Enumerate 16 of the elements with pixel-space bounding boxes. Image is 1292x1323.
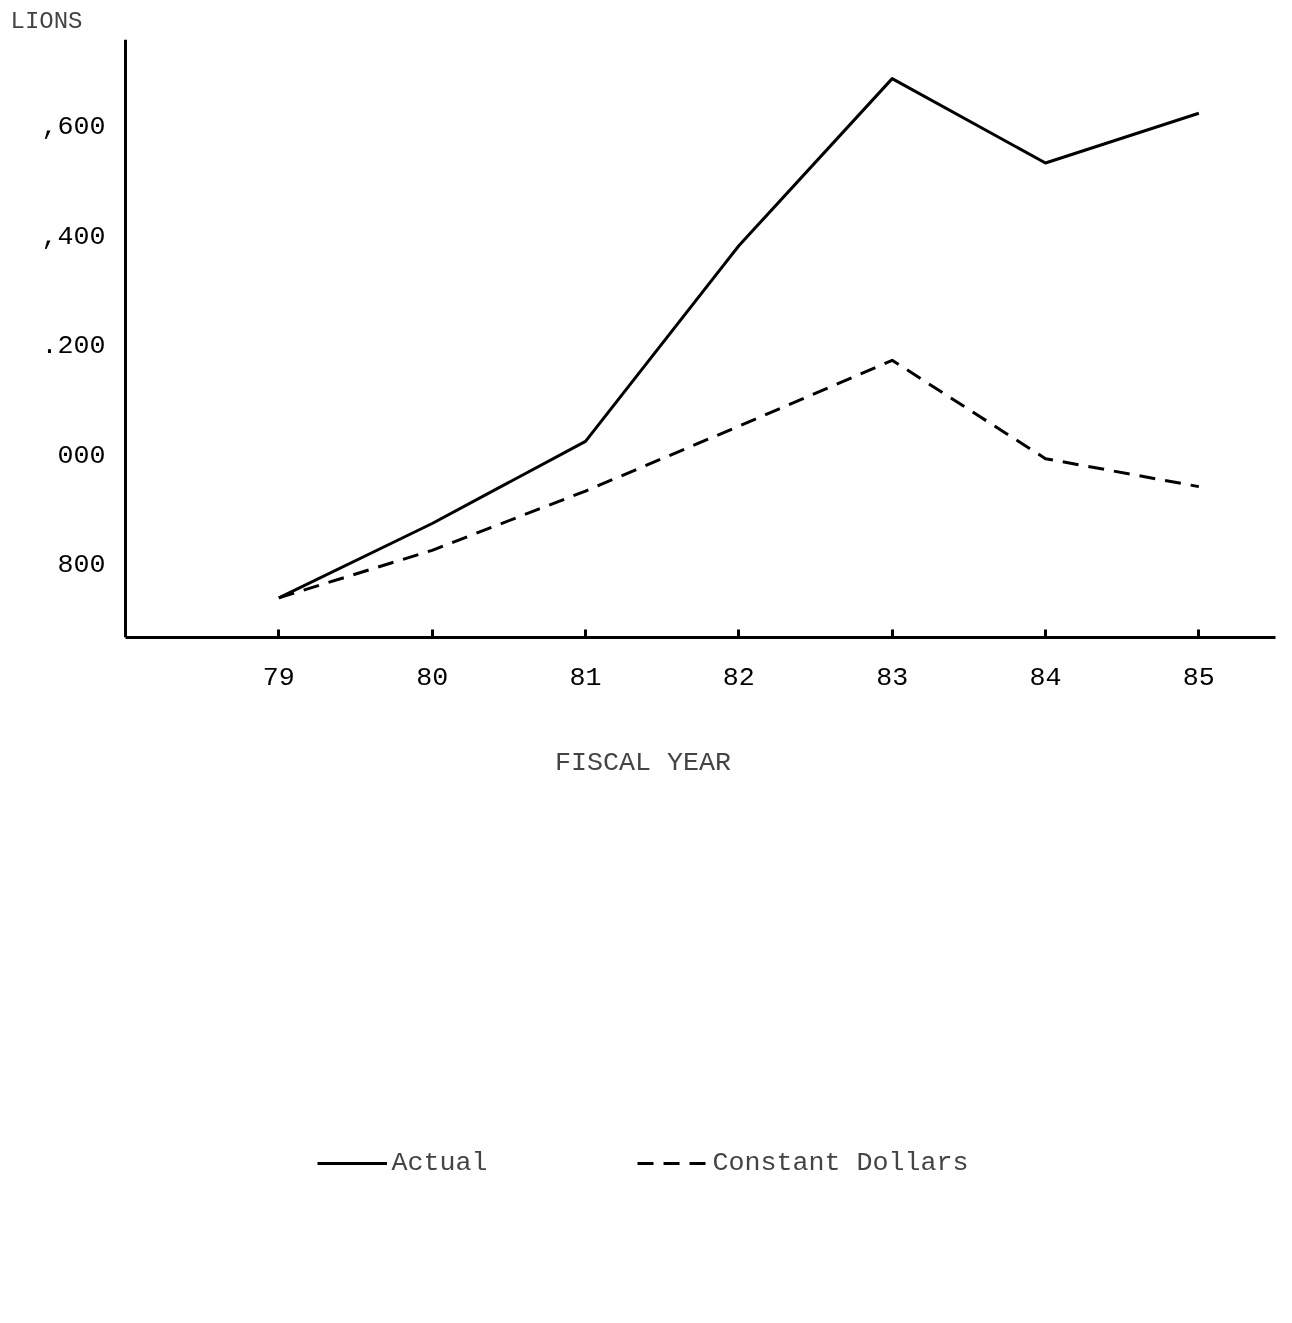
x-tick-label: 85: [1182, 662, 1215, 693]
legend-label: Constant Dollars: [712, 1147, 969, 1178]
text: 800: [57, 550, 106, 581]
x-tick-label: 83: [876, 662, 909, 693]
x-tick-label: 84: [1029, 662, 1062, 693]
x-tick-label: 82: [722, 662, 755, 693]
legend-label: Actual: [391, 1147, 488, 1178]
x-axis-title: FISCAL YEAR: [555, 747, 731, 778]
x-tick-label: 79: [262, 662, 295, 693]
y-axis-title: LIONS: [10, 7, 83, 35]
x-tick-label: 81: [569, 662, 602, 693]
x-tick-label: 80: [416, 662, 449, 693]
text: 000: [57, 440, 106, 471]
text: ,600: [41, 112, 106, 143]
text: .200: [41, 331, 106, 362]
text: ,400: [41, 221, 106, 252]
